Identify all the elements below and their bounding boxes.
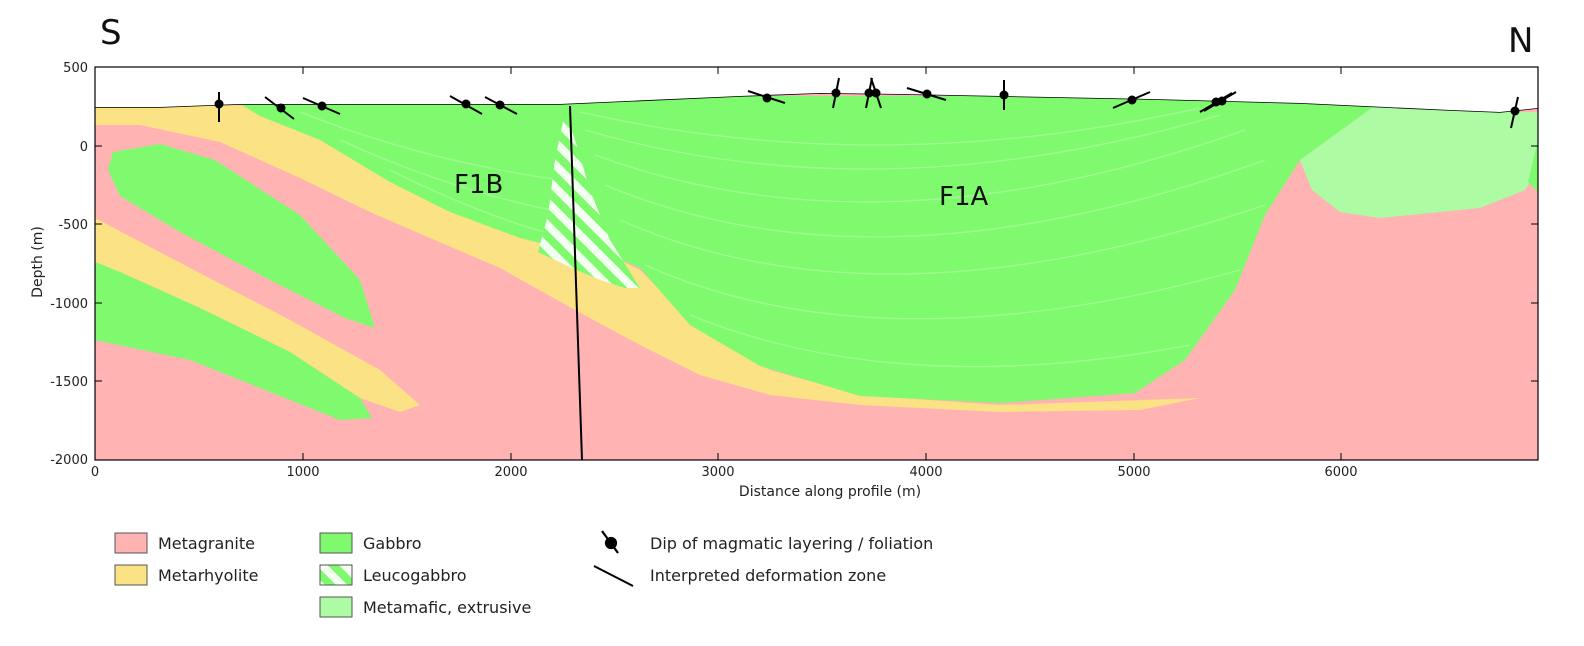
dip-symbol-icon (831, 77, 841, 109)
dip-symbol-icon (449, 95, 483, 115)
unit-leucogabbro (538, 112, 640, 288)
fold-label-f1a: F1A (939, 182, 988, 212)
y-tick-label: -1000 (50, 297, 88, 312)
x-tick-label: 5000 (1117, 465, 1150, 480)
x-axis: 0 1000 2000 3000 4000 5000 6000 Distance… (91, 67, 1358, 500)
dip-symbol-icon (601, 530, 619, 554)
direction-north-label: N (1508, 21, 1533, 61)
x-tick-label: 0 (91, 465, 99, 480)
legend-label: Dip of magmatic layering / foliation (650, 534, 933, 553)
legend-item-metagranite: Metagranite (114, 532, 255, 554)
unit-gabbro-east (1528, 140, 1538, 192)
dip-symbol-icon (264, 96, 295, 120)
unit-gabbro-main (240, 96, 1380, 403)
unit-metarhyolite-lower (95, 218, 420, 412)
geologic-section (95, 67, 1538, 460)
x-tick-label: 1000 (286, 465, 319, 480)
unit-gabbro-lower (95, 262, 372, 420)
y-tick-label: -2000 (50, 453, 88, 468)
unit-metarhyolite-upper (95, 104, 1200, 412)
x-tick-label: 4000 (909, 465, 942, 480)
x-tick-label: 2000 (494, 465, 527, 480)
y-tick-label: 0 (80, 140, 88, 155)
dip-symbol-icon (747, 90, 786, 104)
legend-label: Gabbro (363, 534, 422, 553)
unit-gabbro-lens (108, 144, 375, 328)
legend-label: Interpreted deformation zone (650, 566, 886, 585)
legend-item-leucogabbro: Leucogabbro (319, 564, 467, 586)
y-axis-label: Depth (m) (30, 226, 46, 298)
dip-symbol-icon (1510, 96, 1520, 129)
fold-label-f1b: F1B (454, 170, 503, 200)
legend-label: Leucogabbro (363, 566, 467, 585)
dip-symbol-icon (1112, 91, 1151, 109)
dip-symbol-icon (484, 96, 518, 115)
y-tick-label: 500 (63, 61, 88, 76)
legend-label: Metagranite (158, 534, 255, 553)
x-tick-label: 6000 (1324, 465, 1357, 480)
legend-label: Metarhyolite (158, 566, 258, 585)
dip-symbol-icon (999, 80, 1009, 110)
dip-symbol-icon (302, 97, 341, 115)
y-axis: 500 0 -500 -1000 -1500 -2000 Depth (m) (30, 61, 1538, 468)
deformation-zone-line (569, 105, 583, 460)
dip-symbol-icon (870, 77, 882, 109)
dip-symbol-icon (1203, 91, 1237, 112)
legend: Metagranite Metarhyolite Gabbro Leucogab… (114, 530, 933, 618)
legend-label: Metamafic, extrusive (363, 598, 531, 617)
deformation-zone-line-icon (593, 565, 634, 587)
legend-item-dip: Dip of magmatic layering / foliation (601, 530, 933, 554)
y-tick-label: -1500 (50, 375, 88, 390)
y-tick-label: -500 (58, 218, 88, 233)
legend-item-gabbro: Gabbro (319, 532, 422, 554)
gabbro-layering (299, 107, 1266, 368)
dip-symbol-icon (214, 92, 224, 122)
direction-south-label: S (100, 13, 122, 53)
dip-symbol-icon (906, 87, 947, 101)
sky-area (95, 67, 1538, 112)
x-axis-label: Distance along profile (m) (739, 484, 921, 500)
x-tick-label: 3000 (701, 465, 734, 480)
legend-item-deformation-zone: Interpreted deformation zone (593, 565, 886, 587)
unit-metamafic-extrusive (1300, 102, 1538, 218)
legend-item-metamafic-extrusive: Metamafic, extrusive (319, 596, 531, 618)
plot-frame (94, 66, 1539, 461)
legend-item-metarhyolite: Metarhyolite (114, 564, 258, 586)
dip-symbols (214, 77, 1520, 129)
